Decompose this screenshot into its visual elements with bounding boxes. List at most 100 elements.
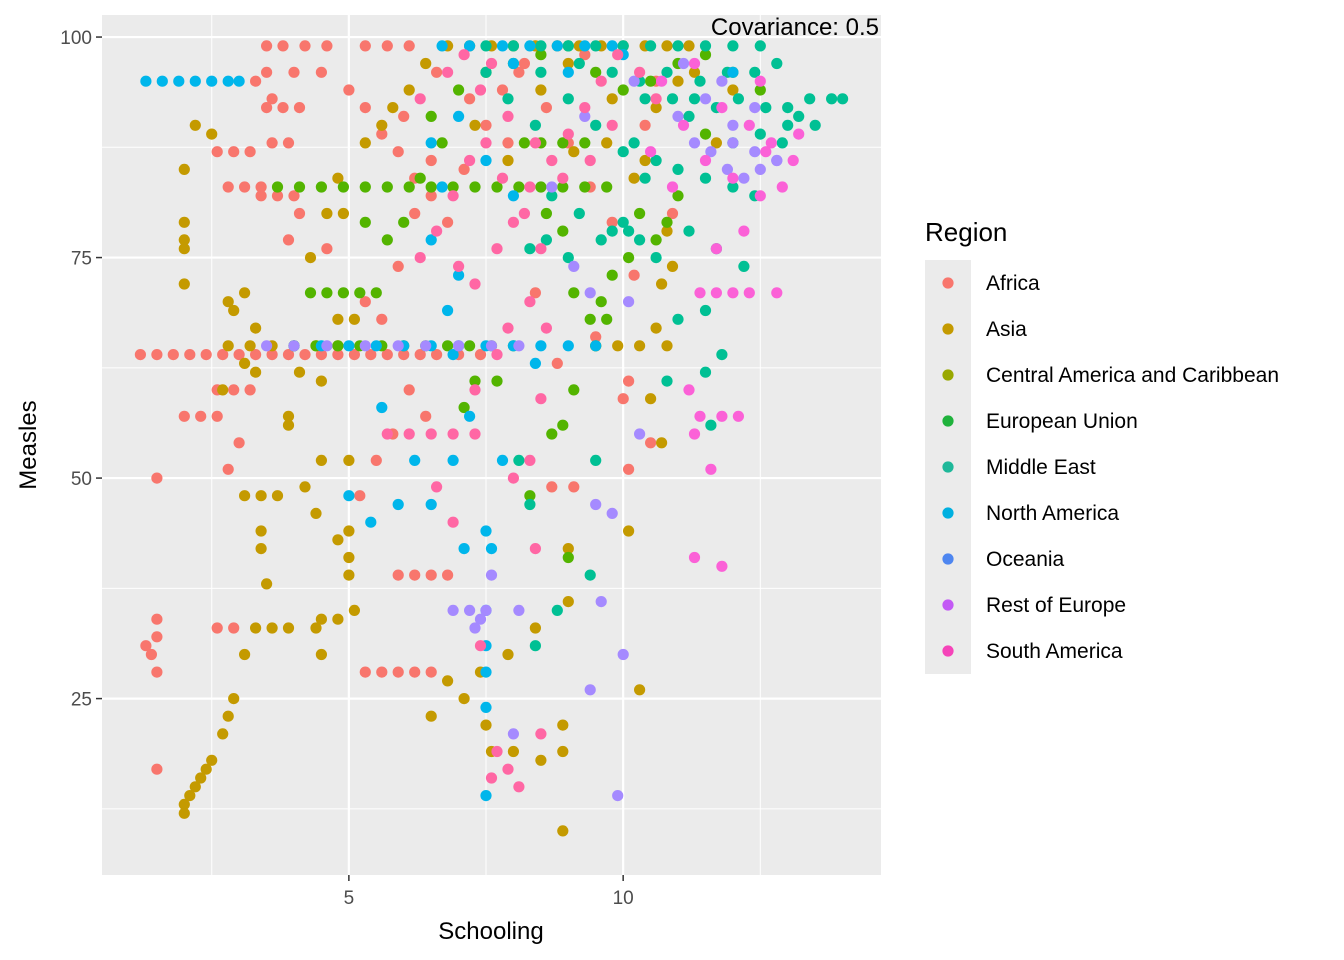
data-point [151, 666, 163, 678]
data-point [453, 84, 465, 96]
data-point [809, 119, 821, 131]
data-point [480, 604, 492, 617]
data-point [645, 146, 657, 158]
data-point [562, 551, 574, 564]
legend-key [942, 553, 954, 565]
y-tick-label: 25 [71, 690, 92, 711]
data-point [623, 463, 635, 475]
legend: Region Africa Asia Central America and Car… [925, 217, 1279, 674]
data-point [464, 604, 476, 617]
data-point [551, 357, 563, 369]
data-point [496, 84, 509, 96]
data-point [151, 763, 163, 775]
data-point [211, 410, 223, 422]
legend-items: Africa Asia Central America and Caribbean E… [942, 272, 1279, 663]
data-point [782, 102, 794, 114]
data-point [661, 216, 673, 228]
data-point [502, 154, 514, 167]
data-point [332, 349, 344, 361]
data-point [271, 490, 284, 502]
legend-key [942, 323, 954, 335]
data-point [315, 375, 327, 387]
data-point [623, 525, 635, 537]
data-point [507, 745, 519, 758]
data-point [535, 49, 547, 61]
data-point [392, 569, 404, 581]
legend-key [942, 599, 954, 611]
y-tick-label: 75 [71, 249, 92, 270]
data-point [546, 428, 558, 440]
legend-key [942, 369, 954, 381]
data-point [266, 349, 278, 361]
data-point [639, 93, 651, 105]
data-point [469, 384, 481, 396]
legend-label: European Union [986, 410, 1138, 433]
data-point [442, 304, 454, 317]
data-point [518, 207, 531, 220]
data-point [491, 745, 503, 758]
axis-ticks: 5 10 25 50 75 100 [60, 28, 633, 909]
x-tick-label: 5 [344, 888, 355, 909]
data-point [409, 454, 421, 466]
data-point [617, 40, 629, 52]
data-point [535, 84, 547, 96]
data-point [387, 102, 399, 114]
data-point [524, 181, 536, 193]
data-point [529, 543, 542, 555]
data-point [250, 322, 262, 334]
data-point [639, 172, 651, 184]
data-point [255, 181, 267, 193]
data-point [359, 216, 371, 228]
legend-label: Africa [986, 272, 1040, 295]
data-point [677, 119, 690, 131]
data-point [540, 322, 553, 334]
data-point [398, 110, 410, 122]
data-point [743, 287, 755, 299]
data-point [288, 190, 300, 202]
legend-title: Region [925, 217, 1007, 247]
data-point [304, 287, 317, 299]
data-point [250, 622, 262, 634]
data-point [425, 710, 437, 722]
data-point [184, 790, 196, 802]
data-point [535, 754, 547, 766]
data-point [672, 313, 684, 325]
data-point [661, 340, 673, 352]
data-point [403, 428, 415, 440]
data-point [228, 384, 240, 396]
data-point [447, 428, 459, 440]
data-point [628, 269, 640, 281]
data-point [315, 454, 327, 466]
data-point [639, 119, 651, 131]
data-point [233, 75, 245, 87]
data-point [584, 684, 596, 696]
data-point [403, 84, 415, 96]
data-point [151, 631, 163, 643]
data-point [381, 40, 393, 52]
data-point [398, 349, 410, 361]
data-point [491, 181, 503, 193]
data-point [293, 102, 306, 114]
legend-label: North America [986, 502, 1119, 525]
data-point [151, 613, 163, 625]
data-point [480, 790, 492, 802]
data-point [524, 490, 536, 502]
data-point [151, 349, 163, 361]
data-point [590, 454, 602, 466]
data-point [513, 66, 525, 78]
data-point [266, 137, 278, 149]
data-point [206, 128, 218, 140]
data-point [348, 313, 360, 325]
data-point [590, 331, 602, 343]
data-point [425, 569, 437, 581]
data-point [617, 84, 629, 96]
data-point [261, 340, 273, 352]
data-point [562, 40, 574, 52]
data-point [666, 260, 679, 272]
data-point [502, 763, 514, 775]
data-point [524, 498, 536, 511]
data-point [606, 225, 618, 237]
data-point [464, 154, 476, 167]
data-point [782, 119, 794, 131]
data-point [502, 110, 514, 122]
